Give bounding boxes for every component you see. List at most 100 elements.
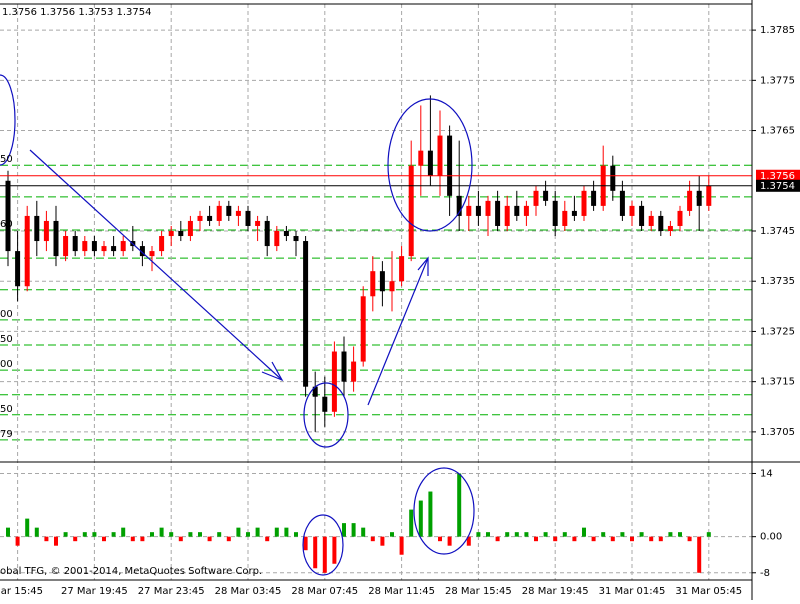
histogram-bar (476, 532, 481, 537)
histogram-bar (534, 536, 538, 542)
candle-body (648, 215, 654, 226)
histogram-bar (15, 536, 20, 546)
y-tick-label: 1.3715 (760, 377, 795, 388)
candle-body (562, 210, 568, 226)
copyright: obal TFG, © 2001-2014, MetaQuotes Softwa… (0, 566, 262, 577)
y-tick-label: 1.3775 (760, 75, 795, 86)
histogram-bar (678, 532, 682, 537)
candle-body (245, 210, 251, 226)
candle-body (543, 190, 549, 201)
histogram-bar (428, 491, 433, 537)
y-tick-label: 1.3725 (760, 326, 795, 337)
candle-body (504, 205, 510, 226)
level-label: 00 (0, 359, 13, 370)
candle-body (389, 281, 395, 292)
histogram-bar (303, 536, 308, 551)
histogram-bar (390, 532, 394, 537)
x-tick-label: Mar 15:45 (0, 586, 43, 597)
histogram-bar (447, 536, 452, 546)
histogram-bar (73, 536, 78, 542)
histogram-bar (207, 536, 212, 542)
annotation-arrowhead (261, 361, 284, 382)
x-tick-label: 27 Mar 19:45 (61, 586, 128, 597)
histogram-bar (102, 536, 106, 542)
candle-body (255, 220, 261, 226)
x-tick-label: 28 Mar 15:45 (445, 586, 512, 597)
candle-body (591, 190, 597, 206)
annotation-ellipse (303, 382, 349, 448)
histogram-bar (572, 536, 577, 542)
y-tick-label: 0.00 (760, 532, 782, 543)
candle-body (514, 205, 520, 216)
candle-body (72, 236, 78, 252)
histogram-bar (178, 536, 183, 542)
annotation-ellipse (413, 467, 475, 555)
histogram-bar (706, 532, 711, 537)
annotation-arrow (29, 149, 283, 381)
candle-body (341, 351, 347, 382)
candle-body (15, 251, 21, 287)
marks-layer (0, 95, 752, 573)
candle-body (379, 271, 385, 292)
histogram-bar (351, 523, 356, 537)
histogram-bar (553, 536, 558, 542)
x-tick-label: 27 Mar 23:45 (138, 586, 205, 597)
histogram-bar (658, 536, 663, 542)
x-tick-label: 28 Mar 07:45 (291, 586, 358, 597)
candle-body (485, 200, 491, 216)
candle-body (43, 220, 49, 242)
y-tick-label: 1.3735 (760, 276, 795, 287)
histogram-bar (6, 527, 10, 537)
histogram-bar (313, 536, 318, 569)
candle-body (331, 351, 337, 412)
histogram-bar (265, 536, 270, 542)
histogram-bar (274, 527, 279, 537)
annotation-arrow (367, 257, 429, 406)
candle-body (639, 205, 645, 226)
histogram-bar (610, 536, 615, 542)
histogram-bar (121, 527, 126, 537)
candle-body (552, 200, 558, 226)
candle-body (447, 135, 453, 196)
level-label: 79 (0, 429, 13, 440)
y-tick-label: -8 (760, 568, 770, 579)
histogram-bar (582, 527, 586, 537)
candle-body (360, 296, 366, 362)
histogram-bar (361, 527, 366, 537)
histogram-bar (111, 532, 116, 537)
candle-body (658, 215, 664, 231)
x-tick-label: 31 Mar 01:45 (599, 586, 666, 597)
histogram-bar (668, 532, 673, 537)
histogram-bar (25, 518, 30, 537)
histogram-bar (630, 536, 634, 542)
histogram-bar (294, 532, 298, 537)
price-label-box (756, 169, 800, 182)
histogram-bar (524, 532, 529, 537)
level-label: 00 (0, 309, 13, 320)
x-tick-label: 28 Mar 11:45 (368, 586, 435, 597)
candle-body (207, 215, 213, 221)
candle-body (274, 230, 280, 247)
candle-body (466, 205, 472, 216)
histogram-bar (495, 536, 500, 542)
x-tick-label: 28 Mar 03:45 (215, 586, 282, 597)
candle-body (82, 241, 88, 252)
annotation-arrowhead (417, 256, 429, 276)
candle-body (149, 251, 155, 257)
candle-body (581, 190, 587, 216)
histogram-bar (284, 527, 289, 537)
histogram-bar (601, 532, 606, 537)
level-label: 60 (0, 219, 13, 230)
level-label: 50 (0, 154, 13, 165)
annotation-ellipse (387, 98, 473, 232)
candle-body (34, 215, 40, 242)
candle-body (101, 246, 107, 252)
histogram-bar (370, 536, 375, 542)
histogram-bar (591, 536, 596, 542)
candle-body (677, 210, 683, 226)
candle-body (351, 361, 357, 382)
candle-body (293, 236, 299, 242)
candle-body (303, 241, 309, 387)
